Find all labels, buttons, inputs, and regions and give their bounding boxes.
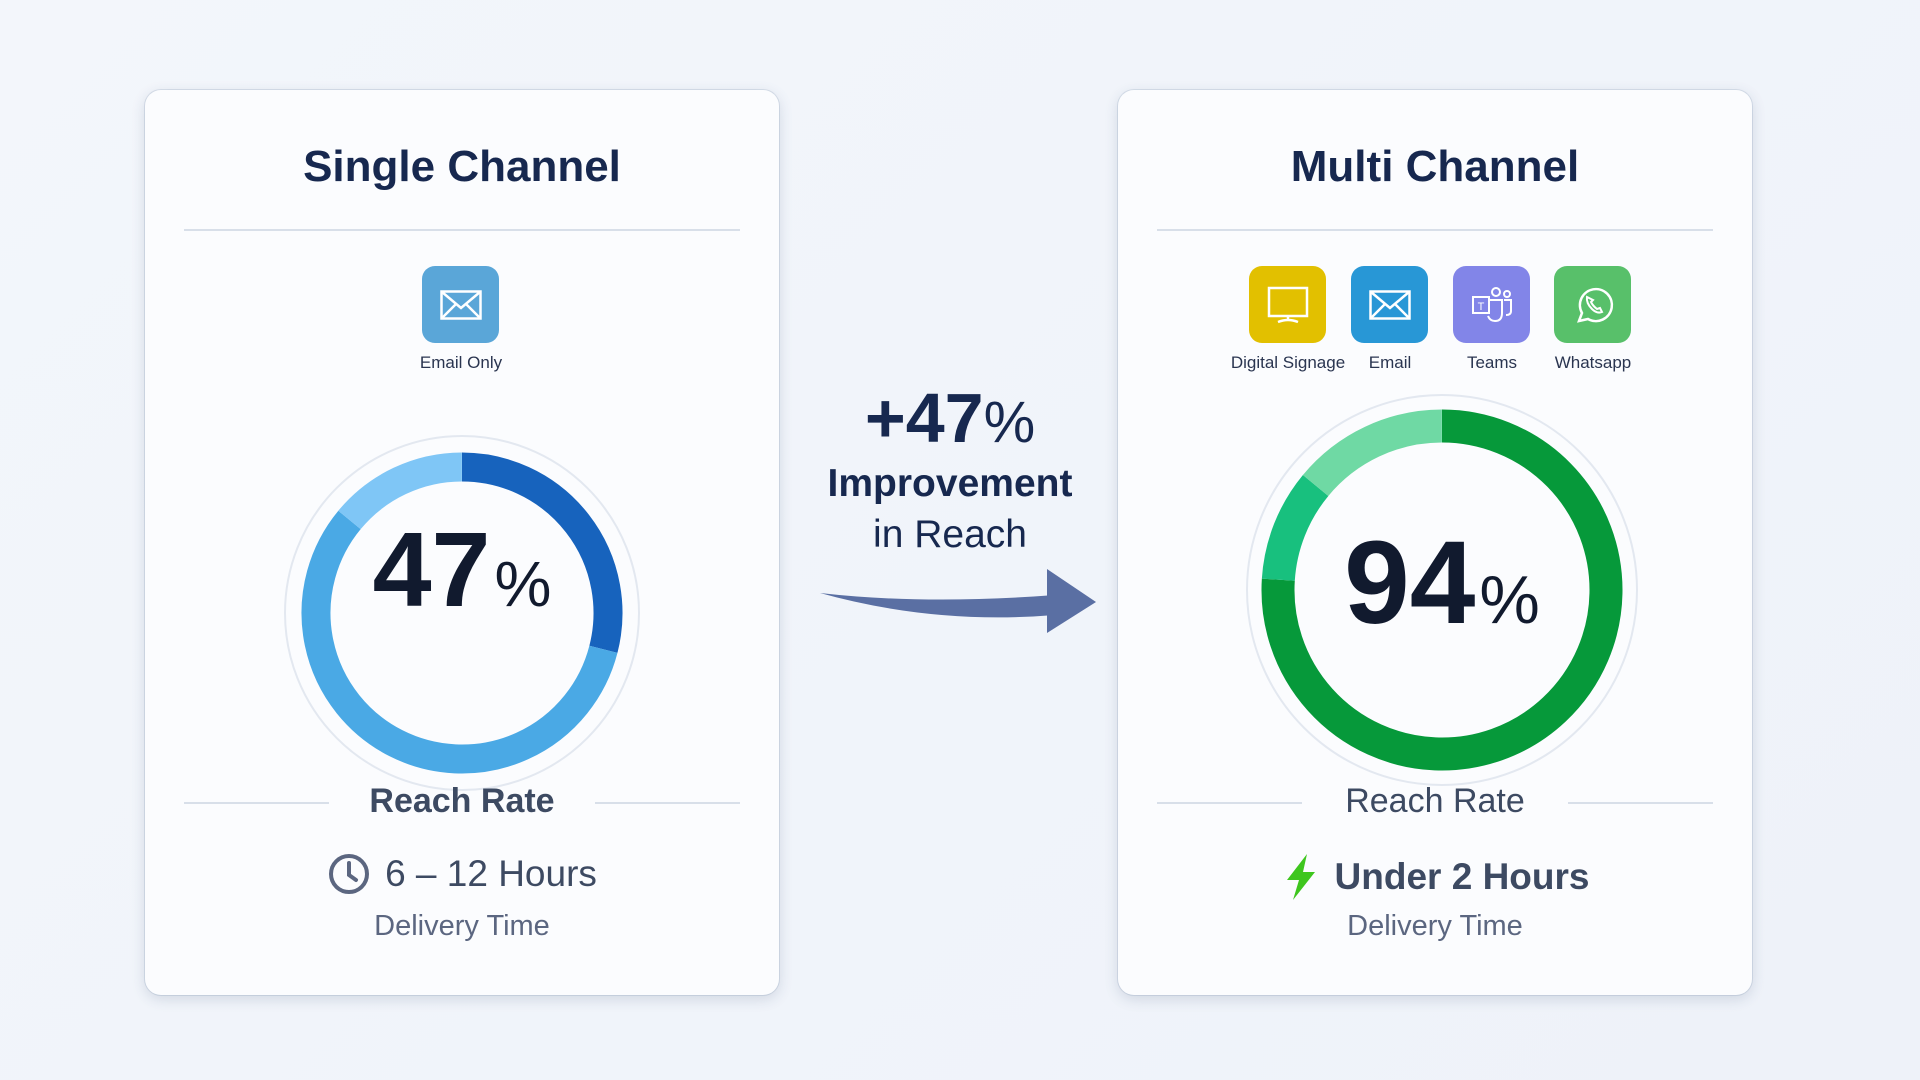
single-channel-card: Single Channel Email Only 47% Reach Rate… [145,90,779,995]
card-title: Multi Channel [1290,142,1580,191]
percent-sign: % [494,548,552,620]
percent-sign: % [983,390,1036,455]
donut-outer-ring [284,435,640,791]
divider [1157,229,1713,231]
divider [184,229,740,231]
delivery-time-label: Delivery Time [1347,910,1523,942]
divider [595,802,740,804]
reach-value: 47 [372,511,491,629]
improvement-line1: Improvement [827,462,1073,505]
svg-text:T: T [1477,301,1484,313]
donut-segment [301,510,618,774]
reach-donut [1246,394,1638,786]
reach-rate-label: Reach Rate [369,782,555,820]
reach-value: 94 [1344,517,1476,649]
email-icon [1351,266,1428,343]
reach-percent: 94% [1246,515,1638,655]
delivery-time-label: Delivery Time [374,910,550,942]
reach-percent: 47% [265,510,659,650]
reach-donut [284,435,640,791]
donut-segment [1302,409,1443,497]
monitor-icon [1249,266,1326,343]
reach-rate-row: Reach Rate [1157,782,1713,822]
percent-sign: % [1479,562,1540,638]
divider [1157,802,1302,804]
donut-segment [338,452,463,530]
delivery-time-row: Under 2 Hours [1118,852,1752,902]
channel-label: Digital Signage [1230,353,1346,372]
reach-rate-row: Reach Rate [184,782,740,822]
improvement-value: +47% [790,378,1110,458]
channel-label: Email Only [419,353,503,372]
lightning-bolt-icon [1286,854,1315,900]
donut-segment [1261,474,1329,582]
arrow-right-icon [820,569,1096,633]
delivery-time-value: 6 – 12 Hours [385,853,597,894]
multi-channel-card: Multi Channel Digital Signage Email T Te… [1118,90,1752,995]
channel-label: Teams [1466,353,1518,372]
donut-segment [461,452,623,653]
channel-label: Whatsapp [1554,353,1632,372]
reach-rate-label: Reach Rate [1345,782,1525,820]
improvement-number: +47 [864,379,984,457]
donut-segment [1261,409,1623,771]
email-icon [422,266,499,343]
clock-icon [329,854,370,894]
card-title: Single Channel [303,142,621,191]
delivery-time-value: Under 2 Hours [1334,856,1590,897]
delivery-time-row: 6 – 12 Hours [145,852,779,896]
channel-label: Email [1368,353,1412,372]
teams-icon: T [1453,266,1530,343]
divider [184,802,329,804]
divider [1568,802,1713,804]
improvement-line2: in Reach [873,513,1027,556]
whatsapp-icon [1554,266,1631,343]
donut-outer-ring [1246,394,1638,786]
